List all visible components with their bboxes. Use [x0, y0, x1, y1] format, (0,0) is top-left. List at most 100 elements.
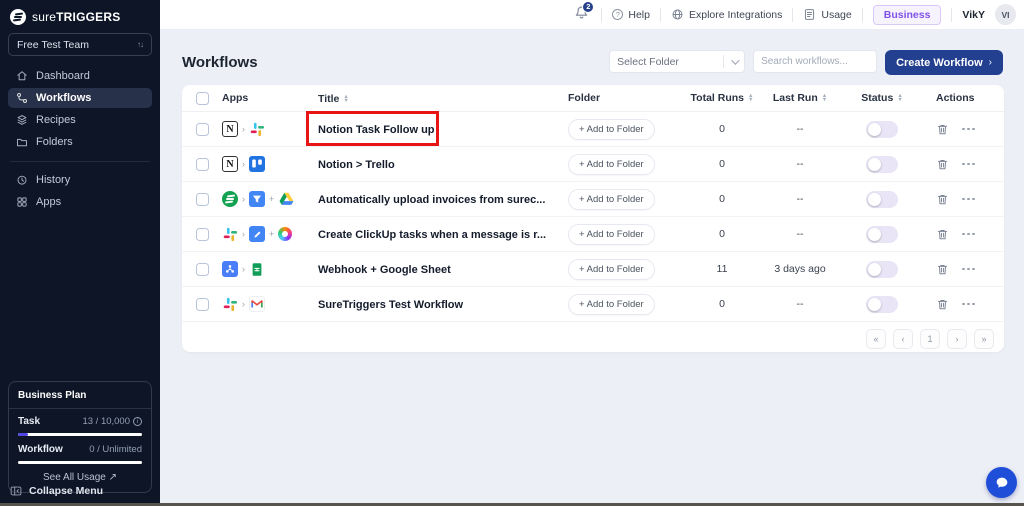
add-to-folder-button[interactable]: + Add to Folder [568, 188, 655, 210]
delete-button[interactable] [936, 193, 949, 206]
sidebar-item-history[interactable]: History [8, 170, 152, 190]
sidebar-item-recipes[interactable]: Recipes [8, 110, 152, 130]
status-toggle[interactable] [866, 120, 898, 138]
workflow-title[interactable]: Notion Task Follow up [318, 124, 435, 136]
plus-separator-icon: + [269, 228, 275, 239]
notification-badge: 2 [582, 0, 595, 13]
team-selector[interactable]: Free Test Team ↑↓ [8, 33, 152, 56]
delete-button[interactable] [936, 263, 949, 276]
trash-icon [937, 299, 948, 309]
workflow-value: 0 / Unlimited [89, 444, 142, 455]
add-to-folder-button[interactable]: + Add to Folder [568, 118, 655, 140]
workflow-title[interactable]: Automatically upload invoices from surec… [318, 194, 546, 206]
user-name[interactable]: VikY [962, 8, 985, 21]
more-actions-button[interactable] [962, 162, 975, 166]
row-checkbox[interactable] [196, 227, 209, 241]
trello-icon [249, 156, 265, 172]
more-actions-button[interactable] [962, 267, 975, 271]
business-plan-badge[interactable]: Business [872, 4, 942, 25]
create-workflow-label: Create Workflow [896, 56, 983, 69]
chat-widget-button[interactable] [986, 467, 1017, 498]
last-run-value: -- [796, 228, 804, 240]
usage-button[interactable]: Usage [803, 8, 852, 21]
status-toggle[interactable] [866, 260, 898, 278]
collapse-menu-button[interactable]: Collapse Menu [10, 485, 103, 497]
info-icon[interactable]: i [133, 417, 142, 426]
more-actions-button[interactable] [962, 232, 975, 236]
pagination-prev-button[interactable]: ‹ [893, 329, 913, 349]
workflow-label: Workflow [18, 444, 63, 455]
table-row: › Webhook + Google Sheet + Add to Folder… [182, 252, 1004, 287]
globe-icon [672, 9, 683, 20]
pagination-last-button[interactable]: » [974, 329, 994, 349]
workflows-table: Apps Title Folder Total Runs Last Run St… [182, 85, 1004, 352]
chevron-separator-icon: › [242, 158, 245, 169]
explore-integrations-button[interactable]: Explore Integrations [671, 8, 782, 21]
header-total-runs[interactable]: Total Runs [691, 92, 754, 104]
divider [951, 7, 953, 22]
sidebar-item-folders[interactable]: Folders [8, 132, 152, 152]
divider [659, 7, 661, 22]
more-actions-button[interactable] [962, 197, 975, 201]
divider [861, 7, 863, 22]
avatar[interactable]: VI [995, 4, 1016, 25]
toggle-knob [868, 297, 881, 311]
row-checkbox[interactable] [196, 192, 209, 206]
add-to-folder-button[interactable]: + Add to Folder [568, 258, 655, 280]
sidebar-item-apps[interactable]: Apps [8, 192, 152, 212]
pagination-page-button[interactable]: 1 [920, 329, 940, 349]
page-title: Workflows [182, 54, 258, 71]
row-checkbox[interactable] [196, 122, 209, 136]
slack-icon [249, 121, 265, 137]
add-to-folder-button[interactable]: + Add to Folder [568, 153, 655, 175]
sidebar-item-dashboard[interactable]: Dashboard [8, 66, 152, 86]
add-to-folder-button[interactable]: + Add to Folder [568, 223, 655, 245]
delete-button[interactable] [936, 298, 949, 311]
delete-button[interactable] [936, 228, 949, 241]
delete-button[interactable] [936, 158, 949, 171]
status-toggle[interactable] [866, 225, 898, 243]
notifications-bell-icon[interactable]: 2 [574, 0, 595, 25]
help-button[interactable]: ? Help [612, 9, 650, 21]
explore-integrations-label: Explore Integrations [688, 8, 783, 21]
workflow-title[interactable]: Create ClickUp tasks when a message is r… [318, 229, 547, 241]
chevron-separator-icon: › [242, 123, 245, 134]
sidebar-item-label: Folders [36, 136, 73, 148]
team-name: Free Test Team [17, 38, 89, 51]
sort-icon [897, 94, 902, 102]
last-run-value: -- [796, 298, 804, 310]
row-checkbox[interactable] [196, 157, 209, 171]
nav-divider [10, 161, 150, 162]
search-input[interactable] [753, 50, 878, 73]
more-actions-button[interactable] [962, 127, 975, 131]
editor-app-icon [249, 226, 265, 242]
sidebar-item-workflows[interactable]: Workflows [8, 88, 152, 108]
filter-app-icon [249, 191, 265, 207]
see-all-usage-link[interactable]: See All Usage ↗ [43, 472, 117, 483]
more-actions-button[interactable] [962, 302, 975, 306]
delete-button[interactable] [936, 123, 949, 136]
header-status[interactable]: Status [861, 92, 903, 104]
annotation-red-box [306, 111, 439, 146]
suretriggers-logo[interactable]: sureTRIGGERS [10, 9, 120, 25]
header-last-run[interactable]: Last Run [773, 92, 827, 104]
toggle-knob [868, 157, 881, 171]
status-toggle[interactable] [866, 155, 898, 173]
table-row: › + Create ClickUp tasks when a message … [182, 217, 1004, 252]
slack-icon [222, 296, 238, 312]
pagination-next-button[interactable]: › [947, 329, 967, 349]
workflow-title[interactable]: Notion > Trello [318, 159, 395, 171]
status-toggle[interactable] [866, 190, 898, 208]
header-title[interactable]: Title [318, 93, 349, 105]
create-workflow-button[interactable]: Create Workflow › [885, 50, 1003, 75]
workflow-title[interactable]: SureTriggers Test Workflow [318, 299, 464, 311]
select-folder-dropdown[interactable]: Select Folder [609, 50, 746, 73]
row-checkbox[interactable] [196, 297, 209, 311]
status-toggle[interactable] [866, 295, 898, 313]
task-value: 13 / 10,000 [82, 416, 130, 427]
pagination-first-button[interactable]: « [866, 329, 886, 349]
add-to-folder-button[interactable]: + Add to Folder [568, 293, 655, 315]
row-checkbox[interactable] [196, 262, 209, 276]
select-all-checkbox[interactable] [196, 91, 209, 105]
workflow-title[interactable]: Webhook + Google Sheet [318, 264, 451, 276]
